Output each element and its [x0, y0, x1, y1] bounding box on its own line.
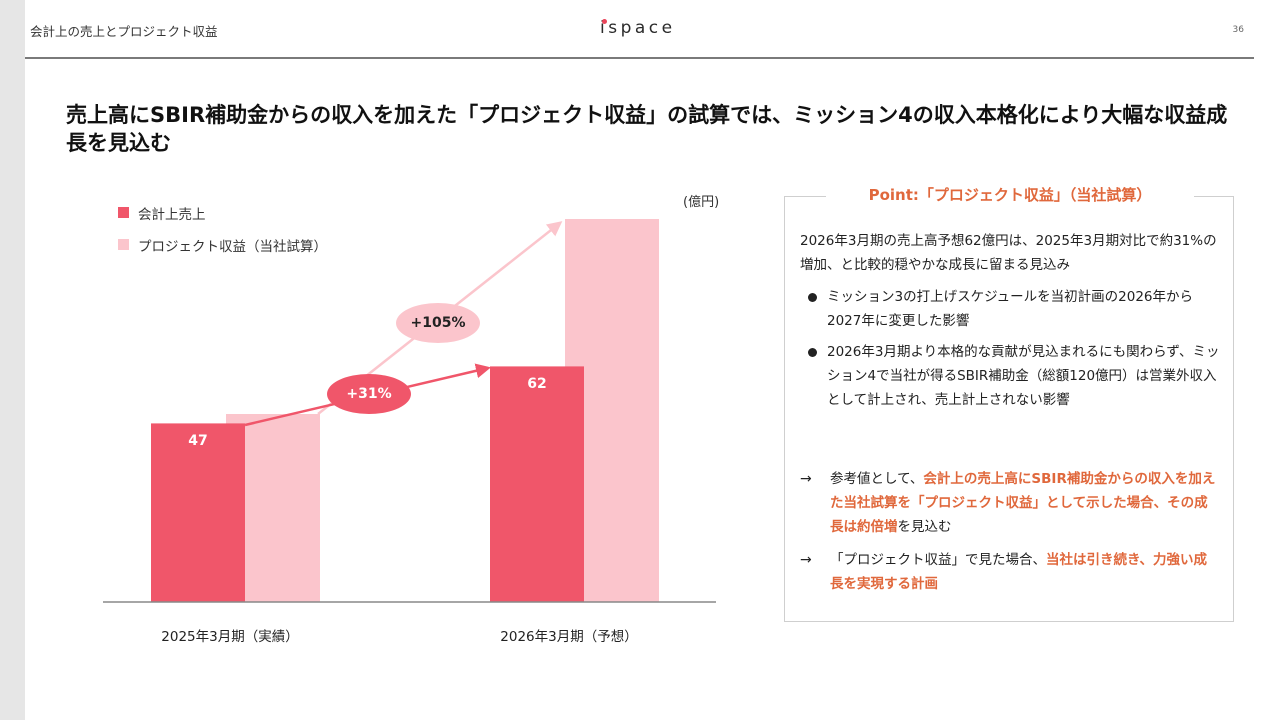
unit-label: (億円)	[683, 195, 720, 210]
bullet-text: ミッション3の打上げスケジュールを当初計画の2026年から2027年に変更した影…	[827, 289, 1193, 329]
header-divider	[25, 57, 1254, 59]
growth-badge-accounting-revenue: +31%	[327, 374, 411, 414]
legend-swatch-accounting-revenue	[118, 207, 129, 218]
arrow-item: → 参考値として、会計上の売上高にSBIR補助金からの収入を加えた当社試算を「プ…	[800, 467, 1220, 539]
bullet-dot-icon	[808, 293, 817, 302]
point-title: Point:「プロジェクト収益」（当社試算）	[826, 184, 1194, 205]
bar-value-label: 62	[527, 376, 547, 393]
bullet-item: ミッション3の打上げスケジュールを当初計画の2026年から2027年に変更した影…	[808, 285, 1223, 333]
legend-swatch-project-revenue	[118, 239, 129, 250]
arrow-right-icon: →	[800, 552, 812, 568]
bar-accounting-revenue-2026	[490, 366, 584, 602]
arrow-text-plain: を見込む	[897, 519, 952, 535]
arrow-text-emphasis: 会計上の売上高にSBIR補助金からの収入を加えた当社試算を「プロジェクト収益」と…	[830, 471, 1216, 535]
arrow-right-icon: →	[800, 471, 812, 487]
chart-legend: 会計上売上 プロジェクト収益（当社試算）	[118, 203, 327, 267]
slide-headline: 売上高にSBIR補助金からの収入を加えた「プロジェクト収益」の試算では、ミッショ…	[66, 103, 1228, 155]
bullet-dot-icon	[808, 348, 817, 357]
legend-item-accounting-revenue: 会計上売上	[118, 203, 327, 223]
x-tick-label: 2026年3月期（予想）	[500, 629, 638, 645]
x-tick-label: 2025年3月期（実績）	[161, 629, 299, 645]
bar-accounting-revenue-2025	[151, 423, 245, 602]
bullet-text: 2026年3月期より本格的な貢献が見込まれるにも関わらず、ミッション4で当社が得…	[827, 344, 1220, 408]
arrow-text-plain: 参考値として、	[830, 471, 924, 487]
logo-dot	[602, 19, 607, 24]
growth-badge-project-revenue: +105%	[396, 303, 480, 343]
point-summary: 2026年3月期の売上高予想62億円は、2025年3月期対比で約31%の増加、と…	[800, 233, 1217, 273]
arrow-text: 「プロジェクト収益」で見た場合、当社は引き続き、力強い成長を実現する計画	[830, 548, 1220, 596]
legend-label-accounting-revenue: 会計上売上	[138, 206, 206, 223]
arrow-text: 参考値として、会計上の売上高にSBIR補助金からの収入を加えた当社試算を「プロジ…	[830, 467, 1220, 539]
legend-label-project-revenue: プロジェクト収益（当社試算）	[138, 238, 327, 255]
legend-item-project-revenue: プロジェクト収益（当社試算）	[118, 235, 327, 255]
ispace-logo: ispace	[600, 18, 676, 38]
arrow-text-emphasis: 当社は引き続き、力強い成長を実現する計画	[830, 552, 1208, 592]
section-title: 会計上の売上とプロジェクト収益	[30, 24, 218, 39]
left-strip	[0, 0, 25, 720]
page-number: 36	[1232, 25, 1244, 35]
bar-value-label: 47	[188, 433, 208, 450]
bullet-item: 2026年3月期より本格的な貢献が見込まれるにも関わらず、ミッション4で当社が得…	[808, 340, 1223, 412]
arrow-item: → 「プロジェクト収益」で見た場合、当社は引き続き、力強い成長を実現する計画	[800, 548, 1220, 596]
arrow-text-plain: 「プロジェクト収益」で見た場合、	[830, 552, 1046, 568]
